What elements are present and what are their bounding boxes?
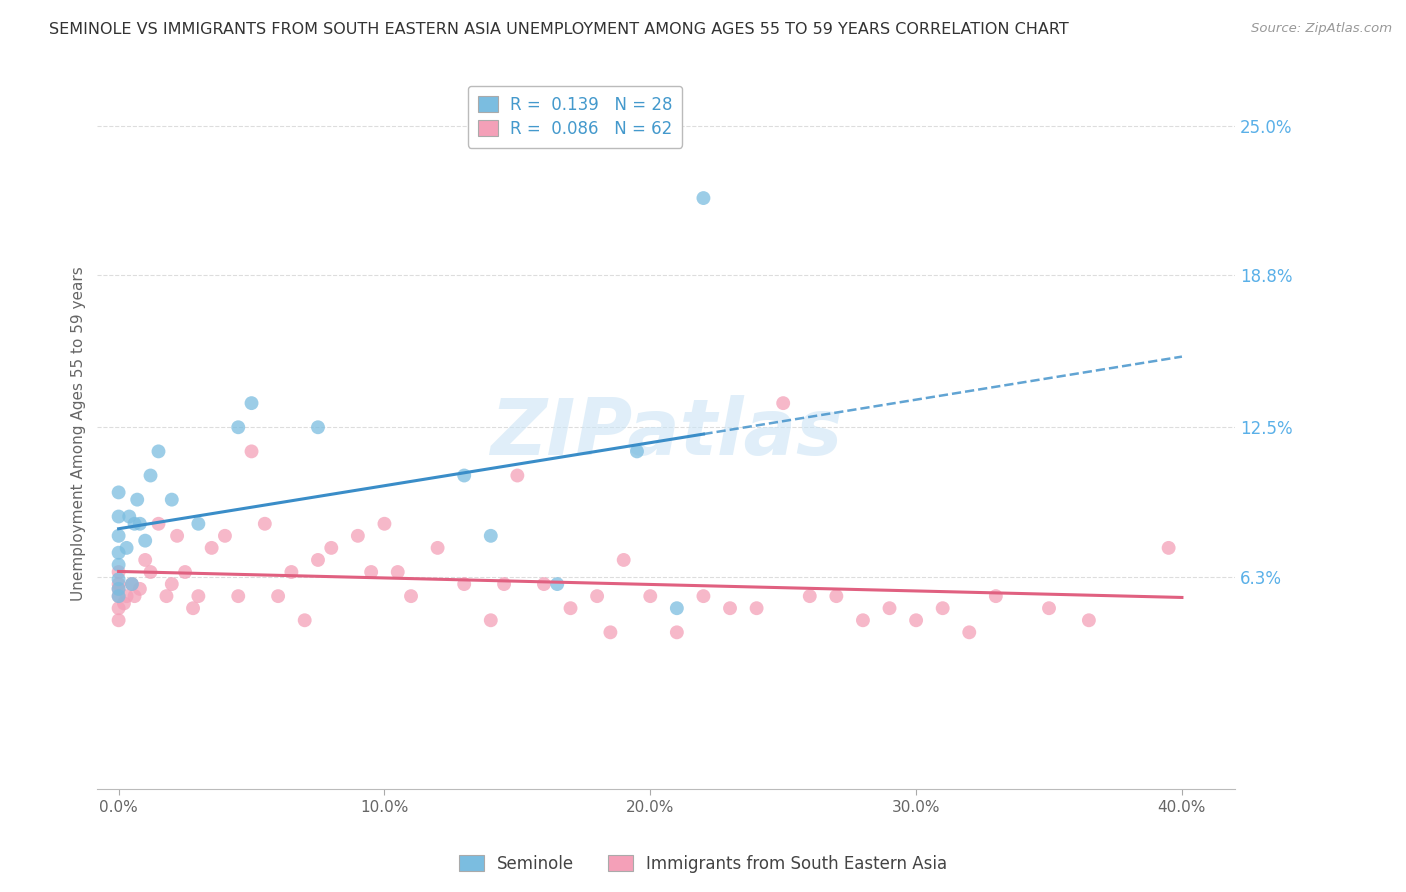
Point: [533, 577, 555, 591]
Point: [240, 444, 263, 458]
Legend: R =  0.139   N = 28, R =  0.086   N = 62: R = 0.139 N = 28, R = 0.086 N = 62: [468, 86, 682, 147]
Point: [626, 444, 648, 458]
Point: [160, 577, 183, 591]
Point: [957, 625, 980, 640]
Point: [692, 589, 714, 603]
Point: [107, 601, 129, 615]
Point: [134, 553, 156, 567]
Point: [825, 589, 848, 603]
Point: [115, 589, 138, 603]
Point: [201, 541, 224, 555]
Point: [121, 577, 143, 591]
Point: [692, 191, 714, 205]
Point: [638, 589, 661, 603]
Point: [665, 625, 688, 640]
Point: [128, 582, 150, 596]
Point: [107, 529, 129, 543]
Point: [174, 565, 197, 579]
Point: [387, 565, 409, 579]
Point: [280, 565, 302, 579]
Point: [148, 516, 170, 531]
Point: [107, 577, 129, 591]
Point: [347, 529, 370, 543]
Point: [1038, 601, 1060, 615]
Point: [453, 468, 475, 483]
Point: [984, 589, 1007, 603]
Point: [253, 516, 276, 531]
Point: [107, 558, 129, 572]
Point: [112, 596, 135, 610]
Point: [1077, 613, 1099, 627]
Point: [745, 601, 768, 615]
Point: [121, 577, 143, 591]
Point: [128, 516, 150, 531]
Point: [665, 601, 688, 615]
Point: [107, 582, 129, 596]
Text: ZIPatlas: ZIPatlas: [491, 395, 842, 471]
Point: [139, 565, 162, 579]
Point: [107, 582, 129, 596]
Point: [931, 601, 953, 615]
Point: [718, 601, 741, 615]
Point: [586, 589, 609, 603]
Point: [799, 589, 821, 603]
Point: [852, 613, 875, 627]
Point: [107, 565, 129, 579]
Point: [148, 444, 170, 458]
Point: [214, 529, 236, 543]
Point: [426, 541, 449, 555]
Point: [879, 601, 901, 615]
Point: [373, 516, 395, 531]
Point: [613, 553, 636, 567]
Point: [107, 589, 129, 603]
Y-axis label: Unemployment Among Ages 55 to 59 years: Unemployment Among Ages 55 to 59 years: [72, 266, 86, 600]
Point: [599, 625, 621, 640]
Point: [1157, 541, 1180, 555]
Text: Source: ZipAtlas.com: Source: ZipAtlas.com: [1251, 22, 1392, 36]
Point: [479, 529, 502, 543]
Point: [160, 492, 183, 507]
Point: [506, 468, 529, 483]
Text: SEMINOLE VS IMMIGRANTS FROM SOUTH EASTERN ASIA UNEMPLOYMENT AMONG AGES 55 TO 59 : SEMINOLE VS IMMIGRANTS FROM SOUTH EASTER…: [49, 22, 1069, 37]
Point: [267, 589, 290, 603]
Point: [226, 420, 249, 434]
Point: [240, 396, 263, 410]
Point: [107, 485, 129, 500]
Point: [134, 533, 156, 548]
Point: [772, 396, 794, 410]
Point: [155, 589, 177, 603]
Point: [107, 509, 129, 524]
Point: [307, 553, 329, 567]
Point: [226, 589, 249, 603]
Point: [905, 613, 928, 627]
Point: [124, 589, 146, 603]
Point: [118, 509, 141, 524]
Point: [546, 577, 568, 591]
Point: [166, 529, 188, 543]
Point: [181, 601, 204, 615]
Legend: Seminole, Immigrants from South Eastern Asia: Seminole, Immigrants from South Eastern …: [453, 848, 953, 880]
Point: [399, 589, 422, 603]
Point: [115, 541, 138, 555]
Point: [187, 589, 209, 603]
Point: [107, 546, 129, 560]
Point: [107, 613, 129, 627]
Point: [360, 565, 382, 579]
Point: [127, 492, 149, 507]
Point: [321, 541, 343, 555]
Point: [187, 516, 209, 531]
Point: [107, 589, 129, 603]
Point: [560, 601, 582, 615]
Point: [124, 516, 146, 531]
Point: [494, 577, 516, 591]
Point: [139, 468, 162, 483]
Point: [107, 572, 129, 586]
Point: [307, 420, 329, 434]
Point: [453, 577, 475, 591]
Point: [294, 613, 316, 627]
Point: [479, 613, 502, 627]
